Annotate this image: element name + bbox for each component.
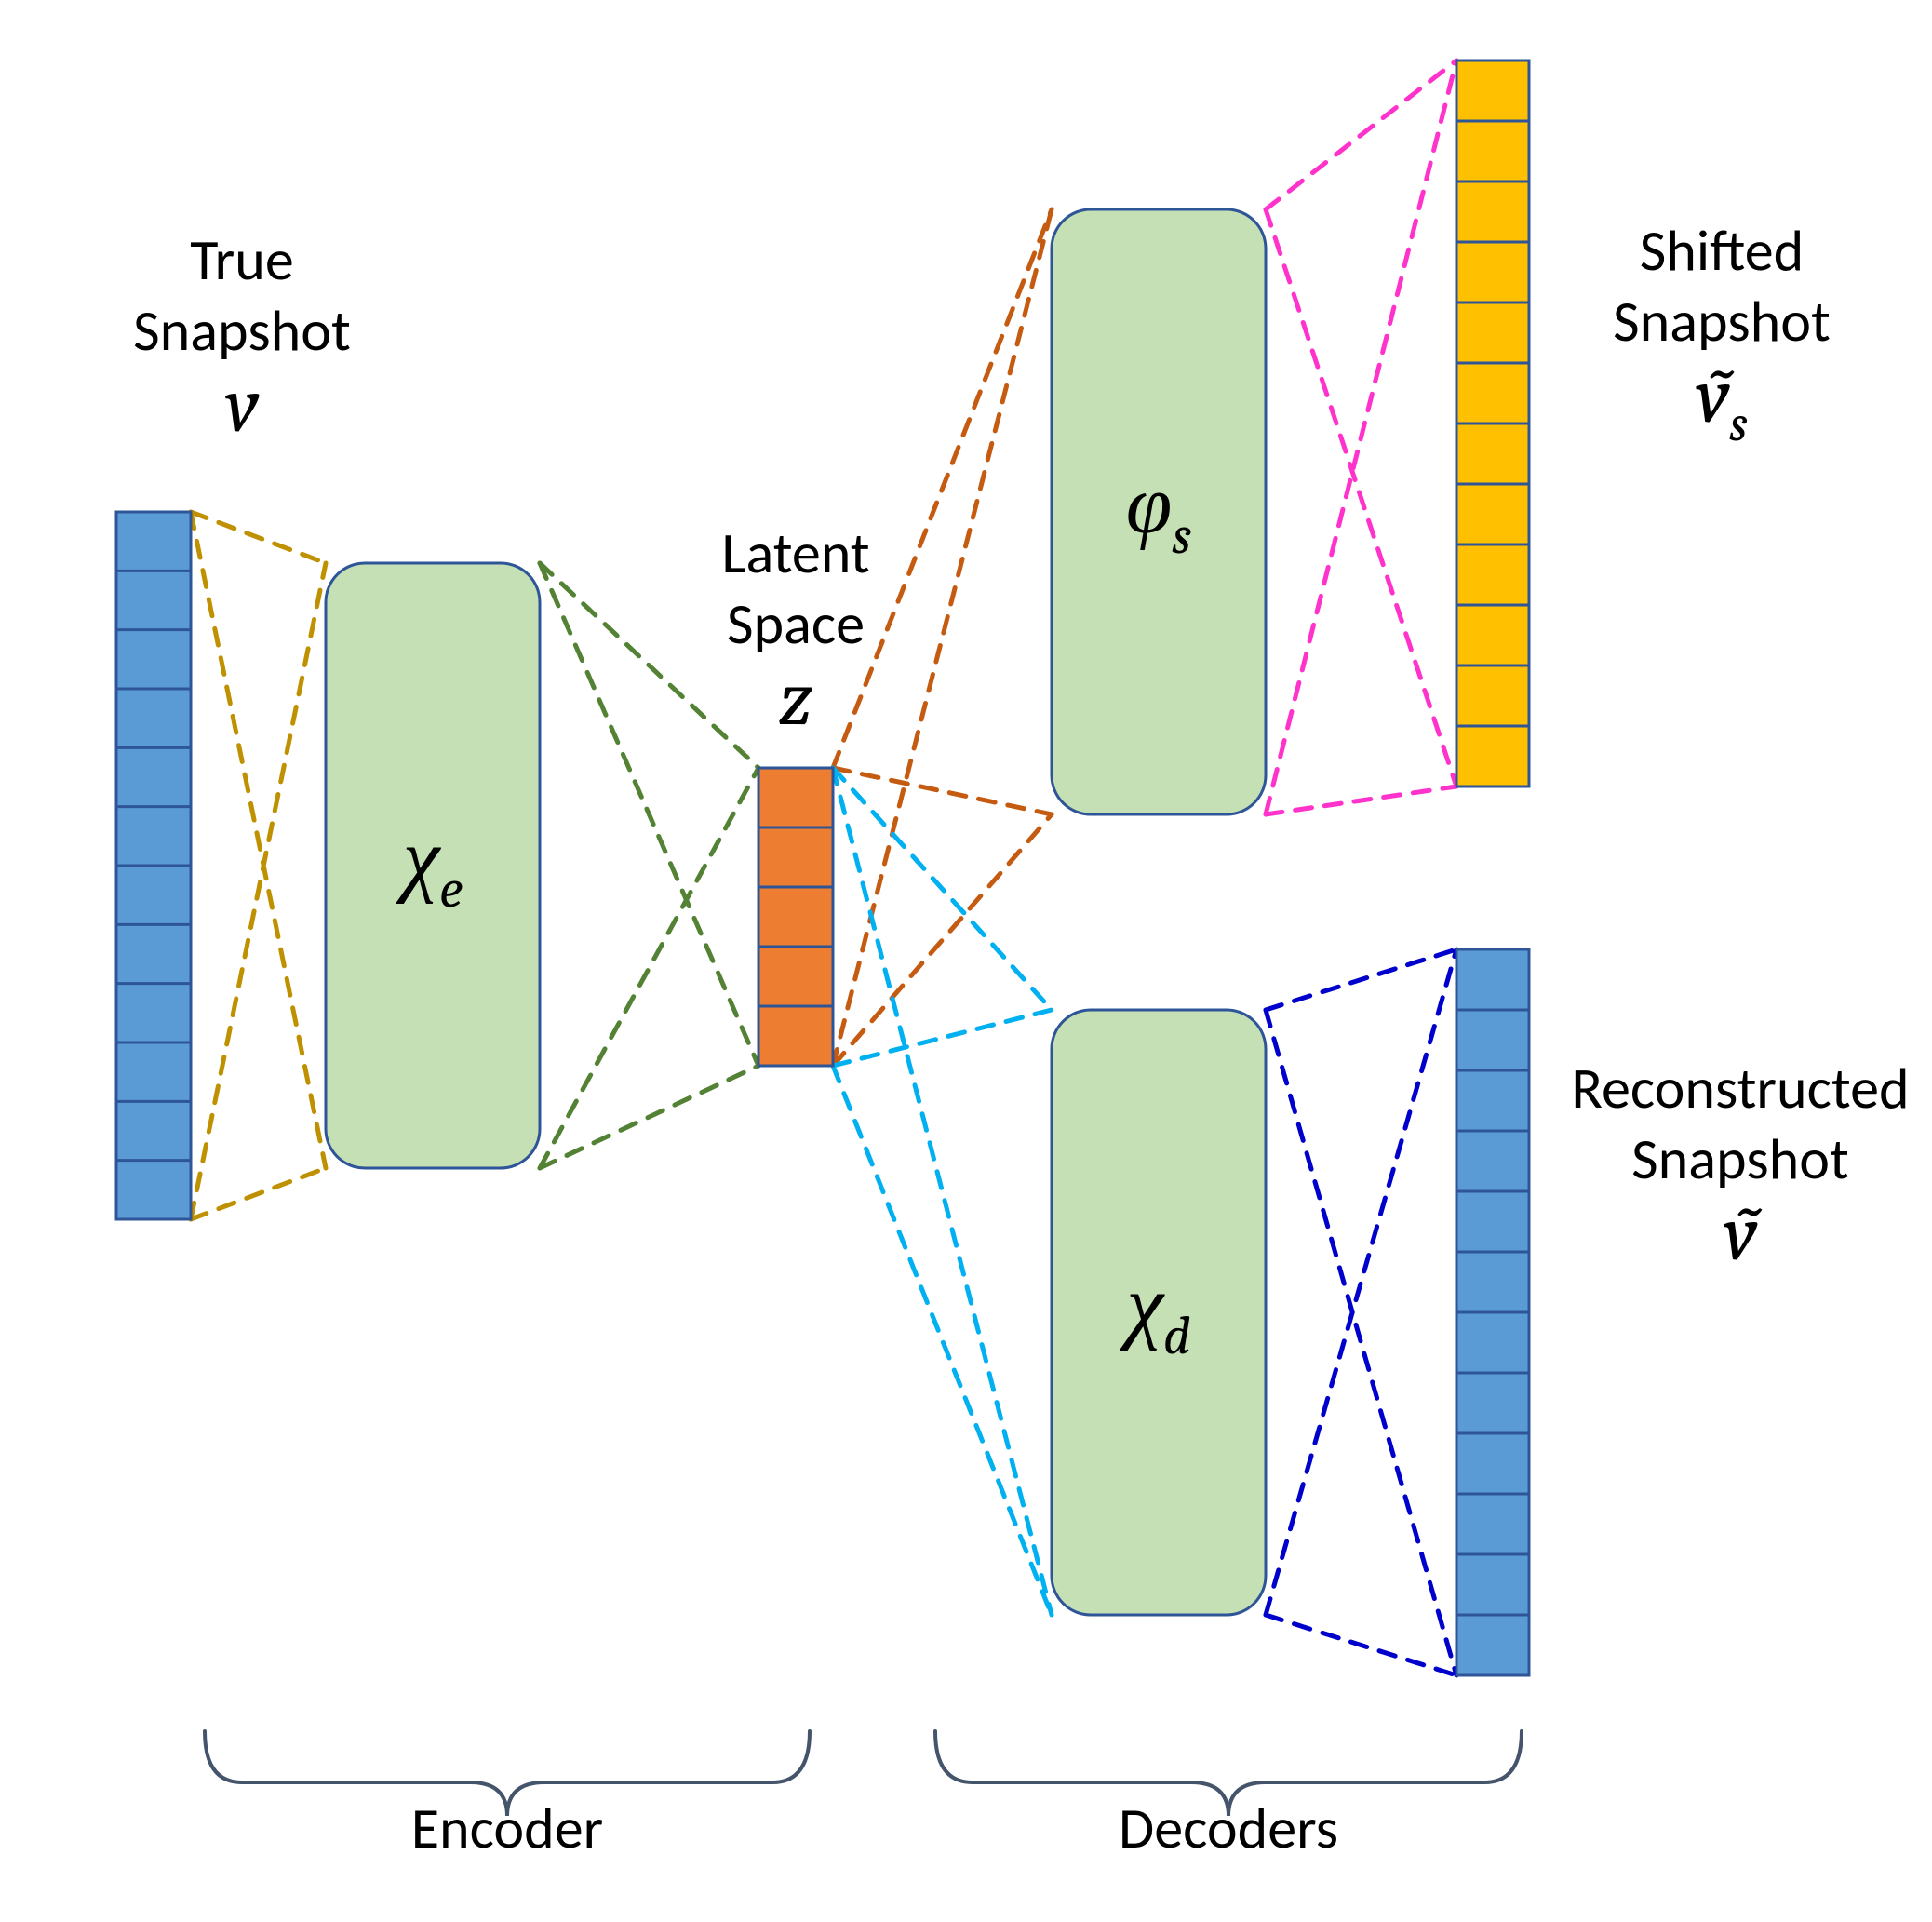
block-decoder_d: χd bbox=[1052, 1010, 1266, 1615]
conn-input_vec-encoder bbox=[191, 563, 326, 1219]
vec-input_vec bbox=[116, 512, 191, 1219]
block-encoder: χe bbox=[326, 563, 540, 1168]
label-shifted-snapshot-line2: Snapshot bbox=[1613, 286, 1831, 356]
label-latent-space-symbol: z bbox=[779, 653, 812, 744]
conn-latent_vec-decoder_d bbox=[833, 768, 1052, 1615]
autoencoder-diagram: χeφsχdTrueSnapshotvLatentSpacezShiftedSn… bbox=[0, 0, 1932, 1922]
conn-decoder_d-out_recon bbox=[1266, 949, 1456, 1615]
conn-decoder_s-out_shift bbox=[1266, 60, 1456, 209]
label-reconstructed-snapshot-symbol: ṽ bbox=[1724, 1189, 1763, 1279]
conn-decoder_s-out_shift bbox=[1266, 786, 1456, 814]
conn-decoder_d-out_recon bbox=[1266, 1615, 1456, 1675]
conn-input_vec-encoder bbox=[191, 1168, 326, 1219]
brace-decoders-label: Decoders bbox=[1119, 1793, 1338, 1863]
label-true-snapshot-line2: Snapshot bbox=[133, 295, 351, 366]
conn-encoder-latent_vec bbox=[540, 563, 758, 1066]
label-latent-space-line2: Space bbox=[727, 588, 865, 659]
conn-decoder_d-out_recon bbox=[1266, 949, 1456, 1010]
vec-latent_vec bbox=[758, 768, 833, 1066]
vec-out_shift bbox=[1456, 60, 1529, 786]
label-shifted-snapshot: ShiftedSnapshotṽs bbox=[1613, 215, 1831, 453]
conn-input_vec-encoder bbox=[191, 512, 326, 563]
brace-decoders: Decoders bbox=[935, 1731, 1522, 1863]
brace-encoder: Encoder bbox=[205, 1731, 810, 1863]
label-shifted-snapshot-line1: Shifted bbox=[1640, 215, 1805, 286]
conn-encoder-latent_vec bbox=[540, 768, 758, 1168]
brace-encoder-label: Encoder bbox=[411, 1793, 604, 1863]
block-decoder_s: φs bbox=[1052, 209, 1266, 814]
conn-encoder-latent_vec bbox=[540, 563, 758, 768]
label-true-snapshot-symbol: v bbox=[225, 360, 260, 450]
conn-latent_vec-decoder_s bbox=[833, 209, 1052, 768]
conn-latent_vec-decoder_s bbox=[833, 209, 1052, 1066]
label-latent-space-line1: Latent bbox=[721, 517, 869, 588]
label-reconstructed-snapshot: ReconstructedSnapshotṽ bbox=[1571, 1053, 1909, 1279]
conn-latent_vec-decoder_s bbox=[833, 768, 1052, 814]
conn-encoder-latent_vec bbox=[540, 1066, 758, 1168]
conn-latent_vec-decoder_d bbox=[833, 1066, 1052, 1615]
conn-decoder_d-out_recon bbox=[1266, 1010, 1456, 1675]
label-shifted-snapshot-symbol: ṽs bbox=[1696, 351, 1748, 453]
conn-latent_vec-decoder_d bbox=[833, 1010, 1052, 1066]
vec-out_recon bbox=[1456, 949, 1529, 1675]
label-reconstructed-snapshot-line2: Snapshot bbox=[1631, 1123, 1849, 1194]
label-reconstructed-snapshot-line1: Reconstructed bbox=[1571, 1053, 1909, 1123]
label-true-snapshot: TrueSnapshotv bbox=[133, 224, 351, 450]
label-true-snapshot-line1: True bbox=[190, 224, 294, 295]
conn-input_vec-encoder bbox=[191, 512, 326, 1168]
label-latent-space: LatentSpacez bbox=[721, 517, 869, 744]
